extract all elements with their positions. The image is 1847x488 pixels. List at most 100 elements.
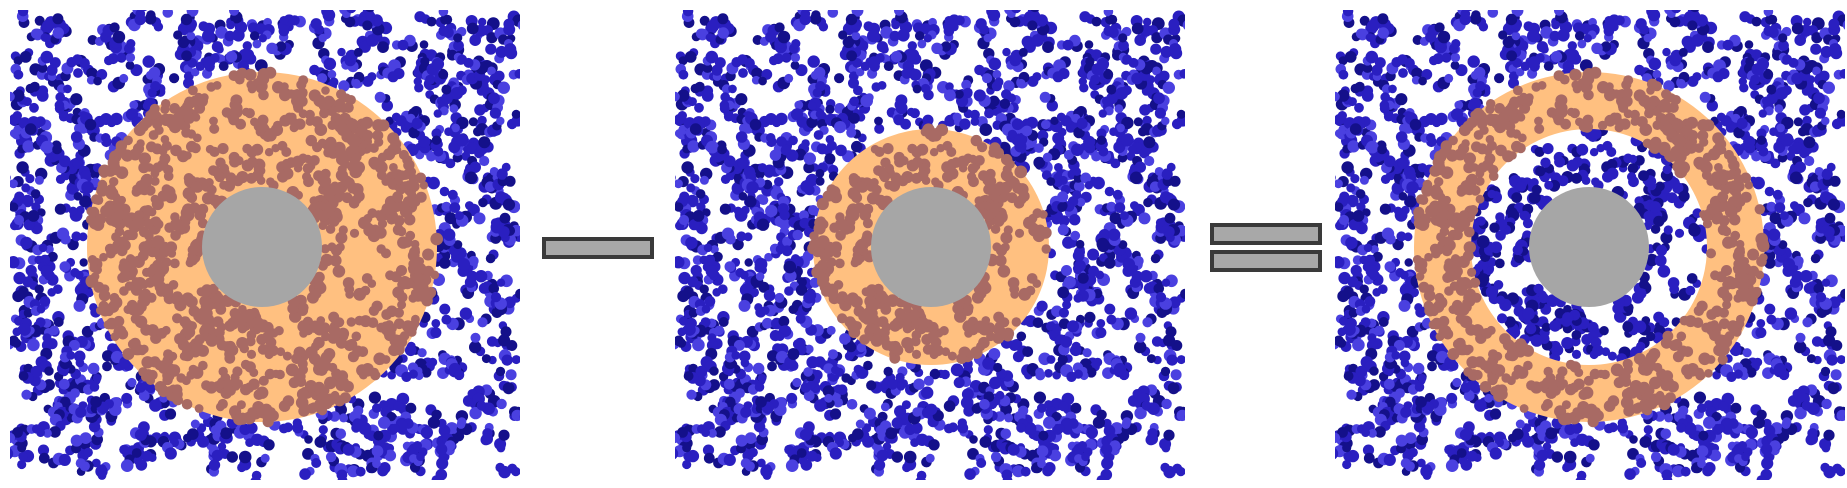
shell-particle bbox=[138, 291, 151, 304]
particle bbox=[701, 428, 710, 437]
particle bbox=[856, 343, 867, 353]
particle bbox=[683, 451, 693, 462]
shell-particle bbox=[266, 177, 275, 186]
shell-particle bbox=[388, 178, 397, 187]
shell-particle bbox=[91, 194, 101, 205]
particle bbox=[1030, 10, 1040, 13]
particle bbox=[451, 123, 460, 133]
shell-particle bbox=[99, 252, 108, 262]
particle bbox=[337, 47, 346, 57]
particle bbox=[304, 435, 313, 444]
particle bbox=[263, 439, 275, 451]
particle bbox=[1084, 40, 1094, 49]
particle bbox=[173, 30, 183, 40]
particle bbox=[1176, 109, 1185, 119]
particle bbox=[1002, 47, 1011, 57]
shell-particle bbox=[222, 379, 233, 390]
particle bbox=[767, 361, 777, 372]
particle bbox=[979, 123, 993, 136]
shell-particle bbox=[186, 192, 198, 204]
particle bbox=[1166, 354, 1178, 366]
particle bbox=[70, 434, 83, 447]
shell-particle bbox=[190, 181, 202, 192]
shell-particle bbox=[368, 156, 381, 169]
particle bbox=[1153, 92, 1165, 105]
particle bbox=[70, 93, 83, 106]
shell-particle bbox=[168, 280, 179, 290]
particle bbox=[774, 292, 785, 303]
particle bbox=[47, 251, 58, 262]
shell-particle bbox=[308, 89, 321, 102]
particle bbox=[49, 426, 61, 438]
particle bbox=[900, 118, 911, 130]
particle bbox=[56, 227, 70, 240]
shell-particle bbox=[346, 317, 356, 327]
particle bbox=[983, 33, 993, 43]
particle bbox=[499, 212, 511, 224]
shell-particle bbox=[397, 300, 407, 310]
particle bbox=[1043, 416, 1056, 429]
particle bbox=[920, 83, 931, 94]
particle bbox=[476, 400, 486, 411]
particle bbox=[81, 181, 94, 194]
particle bbox=[441, 92, 453, 105]
particle bbox=[724, 261, 736, 272]
particle bbox=[355, 466, 366, 477]
particle bbox=[1076, 314, 1085, 324]
particle bbox=[749, 118, 762, 131]
particle bbox=[829, 447, 842, 460]
particle bbox=[689, 123, 702, 135]
particle bbox=[1167, 198, 1181, 211]
particle bbox=[764, 167, 775, 178]
particle bbox=[89, 303, 98, 312]
particle bbox=[481, 433, 493, 445]
particle bbox=[979, 399, 990, 410]
shell-particle bbox=[294, 118, 306, 130]
shell-particle bbox=[916, 143, 929, 156]
panel-inner-shell bbox=[675, 10, 1185, 480]
shell-particle bbox=[303, 176, 314, 188]
particle bbox=[79, 432, 92, 444]
shell-particle bbox=[376, 244, 386, 254]
particle bbox=[444, 127, 453, 136]
particle bbox=[677, 327, 687, 337]
particle bbox=[682, 10, 694, 17]
particle bbox=[692, 210, 705, 222]
particle bbox=[943, 400, 956, 412]
particle bbox=[860, 61, 871, 71]
particle bbox=[774, 22, 785, 33]
particle bbox=[1101, 457, 1114, 470]
particle bbox=[1135, 332, 1146, 343]
shell-particle bbox=[203, 191, 216, 204]
particle bbox=[119, 73, 129, 83]
particle bbox=[53, 317, 64, 327]
shell-particle bbox=[314, 123, 328, 136]
shell-particle bbox=[130, 284, 143, 296]
particle bbox=[1084, 311, 1096, 323]
shell-particle bbox=[296, 79, 307, 90]
shell-particle bbox=[348, 135, 362, 148]
shell-particle bbox=[98, 289, 111, 302]
shell-particle bbox=[241, 159, 254, 172]
particle bbox=[390, 423, 400, 434]
shell-particle bbox=[161, 140, 172, 151]
particle bbox=[490, 292, 502, 303]
particle bbox=[495, 366, 506, 377]
shell-particle bbox=[338, 225, 348, 235]
particle bbox=[799, 210, 809, 221]
particle bbox=[1166, 162, 1176, 172]
shell-particle bbox=[319, 108, 330, 119]
particle bbox=[469, 340, 482, 354]
particle bbox=[717, 144, 727, 155]
particle bbox=[365, 10, 375, 13]
particle bbox=[925, 403, 938, 416]
particle bbox=[677, 89, 690, 102]
shell-particle bbox=[314, 279, 324, 290]
particle bbox=[678, 214, 690, 226]
shell-particle bbox=[827, 189, 837, 199]
particle bbox=[1077, 280, 1090, 293]
particle bbox=[675, 179, 683, 189]
particle bbox=[894, 10, 904, 16]
particle bbox=[489, 167, 499, 176]
particle bbox=[1159, 438, 1172, 450]
